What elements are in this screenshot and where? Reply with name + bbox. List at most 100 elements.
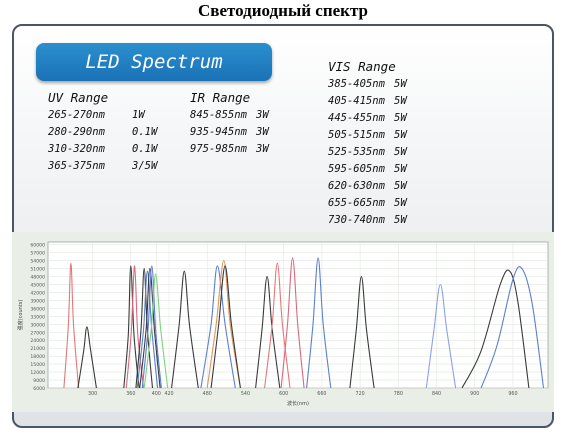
y-tick-label: 45000 (30, 282, 45, 288)
spectrum-series-line (123, 265, 140, 389)
vis-range-row: 620-630nm 5W (328, 178, 407, 195)
vis-range-row: 655-665nm 5W (328, 195, 407, 212)
uv-range-power: 3/5W (132, 160, 158, 172)
y-tick-label: 15000 (30, 362, 45, 368)
vis-range-group: VIS Range 385-405nm 5W 405-415nm 5W 445-455n… (328, 57, 407, 229)
vis-range-power: 5W (394, 129, 407, 141)
vis-range-wavelength: 405-415nm (328, 95, 385, 107)
vis-range-wavelength: 385-405nm (328, 78, 385, 90)
ir-range-row: 935-945nm 3W (190, 124, 269, 141)
y-axis-label: 强度(counts) (17, 300, 24, 331)
uv-range-wavelength: 280-290nm (48, 126, 105, 138)
vis-range-power: 5W (394, 95, 407, 107)
spectrum-series-line (143, 273, 169, 389)
y-tick-label: 27000 (30, 330, 45, 336)
x-tick-label: 780 (394, 391, 403, 397)
spectrum-series-line (141, 265, 162, 389)
y-tick-label: 21000 (30, 346, 45, 352)
y-tick-label: 6000 (33, 386, 45, 392)
spectrum-series-line (306, 257, 332, 389)
x-tick-label: 720 (356, 391, 365, 397)
vis-range-wavelength: 445-455nm (328, 112, 385, 124)
vis-range-wavelength: 525-535nm (328, 146, 385, 158)
x-tick-label: 900 (470, 391, 479, 397)
ir-range-title: IR Range (190, 90, 251, 105)
vis-range-power: 5W (394, 214, 407, 226)
y-tick-label: 51000 (30, 267, 45, 273)
x-tick-label: 480 (203, 391, 212, 397)
spectrum-series-line (77, 326, 97, 389)
vis-range-row: 405-415nm 5W (328, 93, 407, 110)
page-title: Светодиодный спектр (198, 1, 368, 20)
ir-range-power: 3W (256, 143, 269, 155)
uv-range-row: 280-290nm 0.1W (48, 124, 157, 141)
x-tick-label: 840 (432, 391, 441, 397)
uv-range-power: 0.1W (132, 126, 158, 138)
spectrum-series-line (63, 262, 80, 389)
y-tick-label: 18000 (30, 354, 45, 360)
y-tick-label: 24000 (30, 338, 45, 344)
vis-range-power: 5W (394, 112, 407, 124)
ir-range-wavelength: 935-945nm (190, 126, 247, 138)
uv-range-power: 1W (132, 109, 145, 121)
uv-range-row: 265-270nm 1W (48, 107, 157, 124)
ir-range-group: IR Range 845-855nm 3W 935-945nm 3W 975-985nm… (190, 88, 269, 158)
spectrum-series-line (210, 265, 241, 389)
y-tick-label: 60000 (30, 243, 45, 249)
y-tick-label: 9000 (33, 378, 45, 384)
ir-range-wavelength: 975-985nm (190, 143, 247, 155)
vis-range-wavelength: 655-665nm (328, 197, 385, 209)
x-tick-label: 540 (241, 391, 250, 397)
uv-range-power: 0.1W (132, 143, 158, 155)
y-tick-label: 42000 (30, 290, 45, 296)
x-tick-label: 360 (126, 391, 135, 397)
vis-range-wavelength: 595-605nm (328, 163, 385, 175)
spectrum-series-line (349, 275, 375, 389)
uv-range-wavelength: 365-375nm (48, 160, 105, 172)
vis-range-row: 595-605nm 5W (328, 161, 407, 178)
spectrum-chart: 6000 9000 12000 15000 18000 21000 24000 27000 30… (12, 232, 554, 412)
y-tick-label: 39000 (30, 298, 45, 304)
y-tick-label: 36000 (30, 306, 45, 312)
vis-range-row: 505-515nm 5W (328, 127, 407, 144)
spectrum-series-line (280, 257, 305, 389)
uv-range-group: UV Range 265-270nm 1W 280-290nm 0.1W 310-320… (48, 88, 157, 175)
spectrum-series-line (425, 283, 457, 389)
y-tick-label: 48000 (30, 275, 45, 281)
uv-range-title: UV Range (48, 90, 109, 105)
spectrum-series-line (206, 260, 241, 389)
x-tick-label: 960 (508, 391, 517, 397)
x-tick-label: 400 (152, 391, 161, 397)
uv-range-wavelength: 265-270nm (48, 109, 105, 121)
vis-range-power: 5W (394, 78, 407, 90)
vis-range-row: 730-740nm 5W (328, 212, 407, 229)
vis-range-row: 445-455nm 5W (328, 110, 407, 127)
spectrum-series-line (461, 269, 530, 389)
vis-range-wavelength: 730-740nm (328, 214, 385, 226)
x-tick-label: 420 (164, 391, 173, 397)
ir-range-power: 3W (256, 109, 269, 121)
x-axis-label: 波长(nm) (287, 400, 309, 407)
y-tick-label: 54000 (30, 259, 45, 265)
uv-range-wavelength: 310-320nm (48, 143, 105, 155)
vis-range-title: VIS Range (328, 59, 396, 74)
vis-range-wavelength: 505-515nm (328, 129, 385, 141)
plot-area (47, 241, 549, 389)
spectrum-series-line (480, 266, 545, 389)
vis-range-row: 525-535nm 5W (328, 144, 407, 161)
spectrum-chart-svg: 6000 9000 12000 15000 18000 21000 24000 27000 30… (17, 241, 549, 407)
led-spectrum-banner: LED Spectrum (36, 43, 272, 81)
x-tick-label: 660 (317, 391, 326, 397)
ir-range-row: 975-985nm 3W (190, 141, 269, 158)
vis-range-power: 5W (394, 146, 407, 158)
ir-range-row: 845-855nm 3W (190, 107, 269, 124)
y-tick-label: 30000 (30, 322, 45, 328)
vis-range-row: 385-405nm 5W (328, 76, 407, 93)
ir-range-wavelength: 845-855nm (190, 109, 247, 121)
y-tick-label: 33000 (30, 314, 45, 320)
y-tick-label: 57000 (30, 251, 45, 257)
vis-range-power: 5W (394, 197, 407, 209)
spectrum-series-line (200, 265, 236, 389)
x-tick-label: 600 (279, 391, 288, 397)
vis-range-power: 5W (394, 180, 407, 192)
